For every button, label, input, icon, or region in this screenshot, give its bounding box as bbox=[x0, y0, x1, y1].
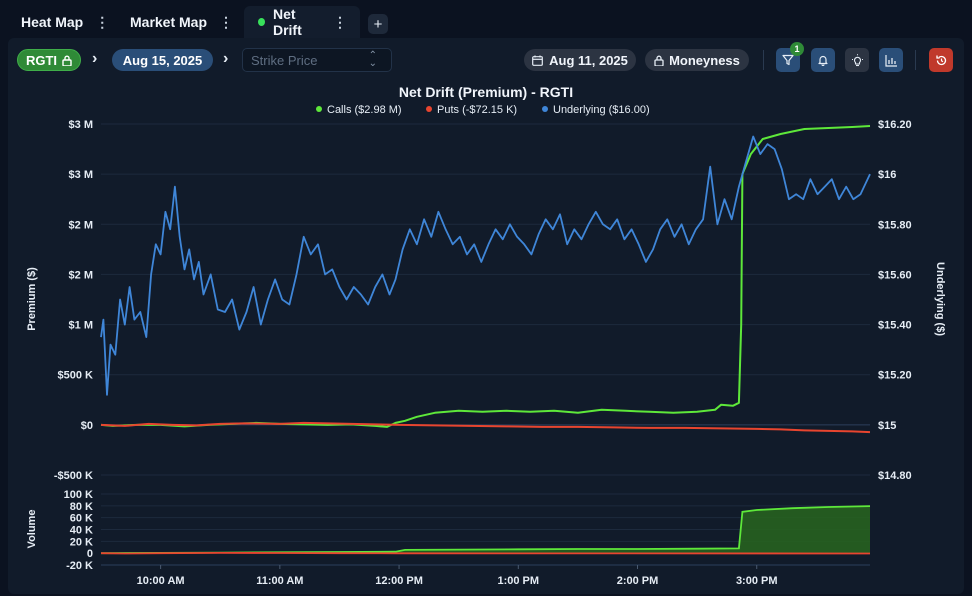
moneyness-label: Moneyness bbox=[669, 52, 740, 68]
reset-button[interactable] bbox=[929, 48, 953, 72]
moneyness-pill[interactable]: Moneyness bbox=[645, 49, 749, 71]
bell-icon bbox=[818, 55, 828, 66]
trade-date-label: Aug 11, 2025 bbox=[549, 52, 628, 68]
chevron-right-icon: › bbox=[92, 50, 98, 67]
divider bbox=[763, 50, 764, 70]
filter-button[interactable]: 1 bbox=[776, 42, 804, 72]
expiration-pill[interactable]: Aug 15, 2025 bbox=[112, 49, 213, 71]
tab-label: Market Map bbox=[130, 14, 208, 30]
more-vertical-icon[interactable]: ⋮ bbox=[333, 13, 347, 30]
tab-net-drift[interactable]: Net Drift ⋮ bbox=[244, 6, 360, 38]
lock-icon bbox=[654, 55, 664, 66]
tab-heat-map[interactable]: Heat Map ⋮ bbox=[21, 6, 109, 38]
insights-button[interactable] bbox=[845, 48, 869, 72]
tab-market-map[interactable]: Market Map ⋮ bbox=[130, 6, 233, 38]
history-icon bbox=[935, 55, 946, 65]
alerts-button[interactable] bbox=[811, 48, 835, 72]
expiration-label: Aug 15, 2025 bbox=[122, 52, 203, 68]
add-tab-button[interactable]: + bbox=[368, 14, 388, 34]
trade-date-pill[interactable]: Aug 11, 2025 bbox=[524, 49, 636, 71]
plus-icon: + bbox=[373, 15, 383, 33]
up-down-chevron-icon: ⌃ ⌄ bbox=[368, 50, 377, 69]
strike-placeholder: Strike Price bbox=[251, 52, 318, 68]
chart-settings-button[interactable] bbox=[879, 48, 903, 72]
tab-label: Net Drift bbox=[272, 6, 302, 38]
filter-icon bbox=[782, 54, 794, 66]
chart-panel: RGTI › Aug 15, 2025 › Strike Price ⌃ ⌄ Au… bbox=[8, 38, 964, 594]
divider bbox=[915, 50, 916, 70]
active-dot-icon bbox=[258, 18, 265, 26]
ticker-pill[interactable]: RGTI bbox=[17, 49, 81, 71]
chart-icon bbox=[884, 54, 897, 67]
calendar-icon bbox=[532, 55, 544, 66]
tab-bar: Heat Map ⋮ Market Map ⋮ Net Drift ⋮ + bbox=[0, 0, 972, 40]
more-vertical-icon[interactable]: ⋮ bbox=[95, 13, 109, 30]
tab-label: Heat Map bbox=[21, 14, 84, 30]
filter-count-badge: 1 bbox=[790, 42, 804, 56]
lightbulb-icon bbox=[851, 53, 863, 66]
chevron-right-icon: › bbox=[223, 50, 229, 67]
ticker-label: RGTI bbox=[25, 52, 58, 68]
more-vertical-icon[interactable]: ⋮ bbox=[219, 13, 233, 30]
lock-icon bbox=[62, 55, 72, 66]
strike-price-select[interactable]: Strike Price ⌃ ⌄ bbox=[242, 48, 392, 72]
